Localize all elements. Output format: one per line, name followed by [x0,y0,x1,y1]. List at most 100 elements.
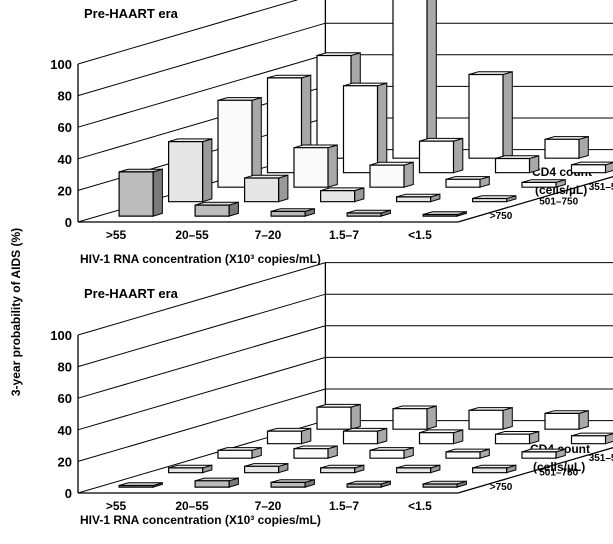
bars [118,403,613,488]
bar-side [327,144,338,188]
depth-labels: <200201–350351–500501–750>750 [490,182,613,222]
bar [418,429,464,445]
gridline [77,262,613,336]
panel-title: Pre-HAART era [84,286,179,301]
bar [293,445,338,459]
bar [396,464,441,474]
bar-front [346,483,382,488]
bar [266,427,312,445]
bar [521,179,566,188]
bar [544,135,589,159]
bar-front [270,210,306,217]
bar [422,211,467,217]
bar [316,403,361,430]
bar [118,482,163,488]
bar-front [422,483,458,488]
bar-side [377,82,388,174]
bar [570,432,613,445]
bar [194,201,239,217]
bar-front [396,196,432,203]
bar-front [217,99,253,188]
bar [168,138,213,203]
bar [342,82,388,174]
bar-side [453,137,464,174]
bar-side [502,71,513,159]
bar [521,448,566,459]
bar [194,477,239,488]
axis-line [457,175,613,223]
bar-front [369,449,405,459]
depth-label: >750 [490,482,513,493]
bar-front [521,181,557,188]
x-category-label: 1.5–7 [329,499,359,513]
bar-front [494,433,531,445]
y-tick-label: 80 [58,89,72,104]
bar-front [342,430,379,445]
bar-front [346,212,382,217]
axes [77,262,613,494]
y-tick-label: 60 [58,391,72,406]
y-axis-label: 3-year probability of AIDS (%) [9,228,23,396]
bar-side [426,405,437,430]
depth-label: 351–500 [589,453,613,464]
bar-front [266,77,303,174]
bar-side [350,403,361,430]
bar [346,209,391,217]
bar-front [217,449,253,459]
y-tick-label: 100 [50,57,72,72]
y-tick-label: 80 [58,360,72,375]
y-tick-label: 20 [58,454,72,469]
bar-front [418,432,455,445]
bar [494,155,540,174]
bar-front [194,204,230,217]
bar-front [392,0,428,159]
bar [422,480,467,488]
bar [342,427,388,445]
bars [118,0,613,217]
panel-title: Pre-HAART era [84,6,179,21]
gridline [77,0,299,65]
bar [369,161,414,188]
x-category-labels: >55 20–55 7–20 1.5–7 <1.5 [106,228,432,242]
bar [217,446,262,459]
depth-labels: <200201–350351–500501–750>750 [490,453,613,493]
bar-front [266,430,303,445]
bar [468,71,513,159]
x-category-label: 7–20 [255,499,282,513]
x-category-label: >55 [106,228,127,242]
bar-front [544,412,580,430]
y-tick-label: 20 [58,183,72,198]
x-axis-label: HIV-1 RNA concentration (X10³ copies/mL) [80,513,321,527]
bar [244,174,289,203]
bar-front [445,178,481,188]
bar-front [293,448,329,459]
bar-front [244,177,280,203]
depth-label: >750 [490,211,513,222]
bar-front [396,467,432,474]
axis-line [457,446,613,494]
depth-label: 501–750 [539,467,578,478]
gridline [77,293,613,368]
bar-front [468,409,504,430]
bar-side [251,96,262,188]
bar-side [578,135,589,159]
y-tick-label: 40 [58,152,72,167]
bar-front [270,481,306,488]
bar [392,405,437,430]
bar-front [320,190,356,203]
bar [396,193,441,203]
depth-label: 351–500 [589,182,613,193]
bar-front [392,408,428,430]
y-tick-labels: 0 20 40 60 80 100 [50,328,72,501]
bar-front [472,197,508,203]
bar-front [472,467,508,474]
x-category-labels: >55 20–55 7–20 1.5–7 <1.5 [106,499,432,513]
bar [244,462,289,474]
y-tick-label: 0 [65,215,72,230]
bar [472,464,517,474]
bar-side [403,161,414,188]
bar [494,430,540,445]
bar-front [320,467,356,474]
y-tick-label: 0 [65,486,72,501]
